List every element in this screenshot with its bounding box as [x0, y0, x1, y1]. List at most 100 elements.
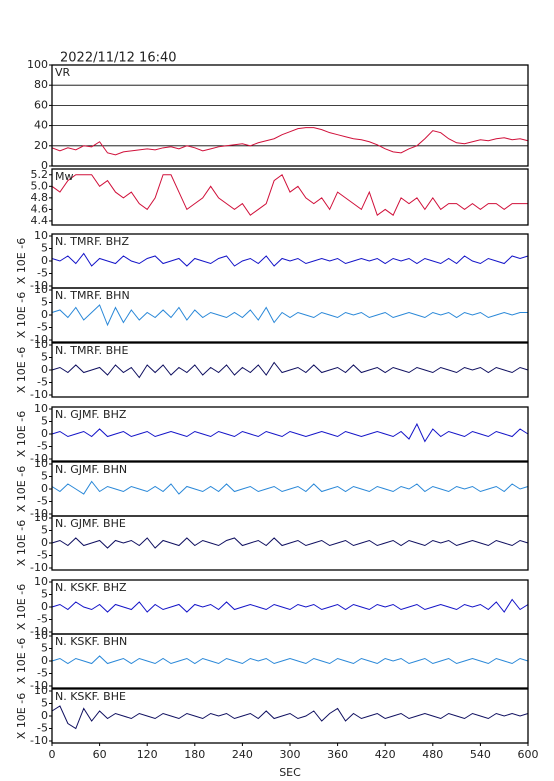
y-tick-label: 5: [41, 470, 48, 483]
panel-label: N. KSKF. BHE: [55, 690, 126, 703]
y-tick-label: 0: [41, 600, 48, 613]
y-tick-label: -10: [30, 507, 48, 520]
y-axis-label: X 10E -6: [15, 411, 28, 457]
panel-label: N. GJMF. BHE: [55, 517, 126, 530]
y-tick-label: 10: [34, 511, 48, 524]
x-tick-label: 240: [232, 748, 253, 761]
x-tick-label: 60: [93, 748, 107, 761]
waveform: [51, 480, 529, 495]
y-tick-label: 80: [34, 78, 48, 91]
y-tick-label: 10: [34, 283, 48, 296]
y-tick-label: 100: [27, 58, 48, 71]
panel-label: N. GJMF. BHN: [55, 463, 127, 476]
y-tick-label: 10: [34, 629, 48, 642]
y-tick-label: -10: [30, 279, 48, 292]
x-tick-label: 360: [327, 748, 348, 761]
y-axis-label: X 10E -6: [15, 638, 28, 684]
y-axis-label: X 10E -6: [15, 466, 28, 512]
x-tick-label: 600: [518, 748, 539, 761]
panel-label: VR: [55, 66, 71, 79]
waveform: [51, 174, 528, 216]
y-tick-label: -5: [37, 549, 48, 562]
y-tick-label: 10: [34, 402, 48, 415]
waveform: [51, 252, 529, 267]
y-tick-label: 5: [41, 524, 48, 537]
y-tick-label: 5.2: [31, 168, 49, 181]
chart-title: 2022/11/12 16:40: [60, 51, 177, 66]
waveform: [51, 537, 529, 549]
x-tick-label: 540: [470, 748, 491, 761]
panel-frame: [51, 287, 529, 343]
y-axis-label: X 10E -6: [15, 292, 28, 338]
y-tick-label: 0: [41, 308, 48, 321]
y-tick-label: 5: [41, 242, 48, 255]
y-tick-label: 4.8: [31, 191, 49, 204]
y-tick-label: 5: [41, 588, 48, 601]
y-tick-label: 0: [41, 482, 48, 495]
y-tick-label: 5.0: [31, 179, 49, 192]
panel-frame: [51, 64, 529, 167]
y-tick-label: -5: [37, 376, 48, 389]
waveform: [51, 598, 529, 613]
panel-label: N. TMRF. BHZ: [55, 235, 129, 248]
y-tick-label: -10: [30, 388, 48, 401]
y-tick-label: -10: [30, 333, 48, 346]
x-tick-label: 0: [49, 748, 56, 761]
y-tick-label: 0: [41, 536, 48, 549]
waveform: [51, 422, 529, 443]
x-axis-label: SEC: [279, 766, 301, 779]
y-tick-label: -5: [37, 722, 48, 735]
y-tick-label: 10: [34, 338, 48, 351]
y-tick-label: 5: [41, 351, 48, 364]
y-tick-label: 0: [41, 159, 48, 172]
y-tick-label: 0: [41, 709, 48, 722]
y-tick-label: 0: [41, 654, 48, 667]
y-tick-label: -5: [37, 613, 48, 626]
y-tick-label: -10: [30, 679, 48, 692]
panel-label: N. KSKF. BHZ: [55, 581, 127, 594]
y-tick-label: -10: [30, 452, 48, 465]
y-tick-label: -10: [30, 625, 48, 638]
panel-frame: [51, 406, 529, 462]
y-tick-label: 0: [41, 427, 48, 440]
y-axis-label: X 10E -6: [15, 347, 28, 393]
panel-label: N. TMRF. BHE: [55, 344, 128, 357]
y-tick-label: 10: [34, 575, 48, 588]
y-tick-label: 0: [41, 254, 48, 267]
panel-label: Mw: [55, 170, 74, 183]
y-axis-label: X 10E -6: [15, 520, 28, 566]
y-tick-label: 5: [41, 697, 48, 710]
panel-frame: [51, 515, 529, 571]
waveform: [51, 705, 529, 730]
waveform: [51, 127, 529, 156]
y-tick-label: 0: [41, 363, 48, 376]
panel-label: N. GJMF. BHZ: [55, 408, 127, 421]
y-axis-label: X 10E -6: [15, 693, 28, 739]
y-axis-label: X 10E -6: [15, 584, 28, 630]
y-axis-label: X 10E -6: [15, 238, 28, 284]
y-tick-label: -10: [30, 561, 48, 574]
y-tick-label: 20: [34, 139, 48, 152]
y-tick-label: 4.6: [31, 202, 49, 215]
x-tick-label: 180: [184, 748, 205, 761]
panel-label: N. KSKF. BHN: [55, 635, 127, 648]
x-tick-label: 420: [375, 748, 396, 761]
y-tick-label: 10: [34, 457, 48, 470]
y-tick-label: 60: [34, 98, 48, 111]
y-tick-label: -5: [37, 267, 48, 280]
panel-frame: [51, 633, 529, 689]
x-tick-label: 120: [137, 748, 158, 761]
y-tick-label: 4.4: [31, 214, 49, 227]
y-tick-label: -10: [30, 734, 48, 747]
panel-label: N. TMRF. BHN: [55, 289, 130, 302]
y-tick-label: 10: [34, 229, 48, 242]
y-tick-label: -5: [37, 440, 48, 453]
y-tick-label: 5: [41, 296, 48, 309]
waveform: [51, 304, 528, 327]
y-tick-label: 40: [34, 119, 48, 132]
y-tick-label: -5: [37, 495, 48, 508]
y-tick-label: -5: [37, 321, 48, 334]
y-tick-label: 10: [34, 684, 48, 697]
panel-frame: [51, 168, 529, 226]
waveform: [51, 655, 529, 665]
